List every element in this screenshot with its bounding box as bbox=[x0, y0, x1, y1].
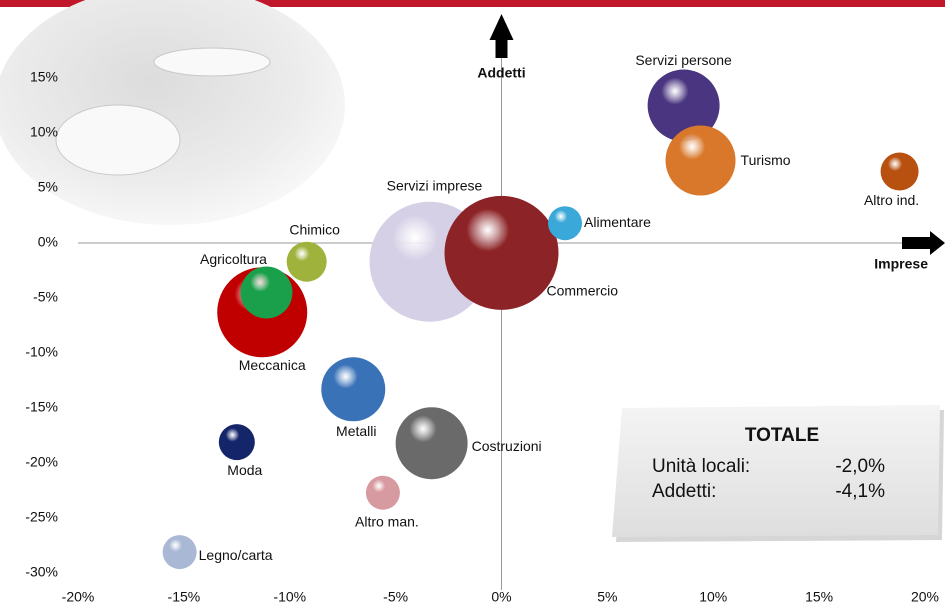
bubbles: Servizi persone Turismo Altro ind. Alimenta… bbox=[162, 52, 919, 570]
bubble-label: Legno/carta bbox=[199, 547, 273, 563]
bubble bbox=[365, 475, 400, 510]
bubble bbox=[444, 195, 559, 310]
bubble-label: Moda bbox=[227, 462, 262, 478]
bubble-label: Servizi persone bbox=[635, 52, 732, 68]
x-tick-label: -20% bbox=[62, 589, 95, 605]
summary-label: Addetti: bbox=[652, 481, 716, 502]
bubble-label: Chimico bbox=[289, 221, 340, 237]
bubble bbox=[395, 407, 468, 480]
summary-value: -2,0% bbox=[835, 456, 885, 477]
summary-box: TOTALE Unità locali: -2,0% Addetti: -4,1… bbox=[612, 405, 944, 542]
axes: -30% -25% -20% -15% -10% -5% 0% 5% 10% 15% -20% -15… bbox=[25, 14, 945, 605]
box bbox=[612, 405, 940, 537]
bubble bbox=[321, 357, 386, 422]
bubble bbox=[286, 241, 327, 282]
y-tick-label: -5% bbox=[33, 289, 58, 305]
bubble-label: Altro man. bbox=[355, 513, 419, 529]
bubble-label: Costruzioni bbox=[472, 438, 542, 454]
y-tick-label: -25% bbox=[25, 509, 58, 525]
bubble-label: Servizi imprese bbox=[387, 177, 483, 193]
x-tick-label: 0% bbox=[491, 589, 511, 605]
y-tick-label: 10% bbox=[30, 124, 58, 140]
y-tick-label: 0% bbox=[38, 234, 58, 250]
x-tick-label: 5% bbox=[597, 589, 617, 605]
bubble-label: Agricoltura bbox=[200, 251, 267, 267]
y-arrow bbox=[489, 14, 514, 58]
bubble bbox=[665, 125, 736, 196]
y-tick-label: -20% bbox=[25, 454, 58, 470]
bubble-label: Metalli bbox=[336, 423, 376, 439]
bubble bbox=[218, 424, 255, 461]
bubble-label: Turismo bbox=[741, 152, 791, 168]
bubble bbox=[548, 206, 583, 241]
x-tick-label: -15% bbox=[168, 589, 201, 605]
x-tick-label: -5% bbox=[383, 589, 408, 605]
x-tick-label: 10% bbox=[699, 589, 727, 605]
plate bbox=[153, 47, 271, 77]
y-axis-title: Addetti bbox=[477, 65, 525, 81]
y-tick-label: 15% bbox=[30, 69, 58, 85]
x-tick-label: 15% bbox=[805, 589, 833, 605]
summary-title: TOTALE bbox=[745, 425, 819, 446]
x-axis-title: Imprese bbox=[874, 256, 928, 272]
summary-value: -4,1% bbox=[835, 481, 885, 502]
y-tick-label: 5% bbox=[38, 179, 58, 195]
y-tick-label: -30% bbox=[25, 564, 58, 580]
x-tick-label: -10% bbox=[273, 589, 306, 605]
bubble bbox=[240, 266, 293, 319]
bubble-label: Altro ind. bbox=[864, 192, 919, 208]
bubble-label: Commercio bbox=[547, 283, 619, 299]
bubble bbox=[162, 535, 197, 570]
plate bbox=[55, 104, 181, 176]
summary-label: Unità locali: bbox=[652, 456, 750, 477]
bubble bbox=[880, 152, 919, 191]
y-tick-label: -10% bbox=[25, 344, 58, 360]
bubble bbox=[647, 69, 720, 142]
bubble-label: Meccanica bbox=[239, 357, 306, 373]
bubble-label: Alimentare bbox=[584, 214, 651, 230]
top-band bbox=[0, 0, 945, 7]
x-arrow bbox=[902, 231, 945, 255]
y-tick-label: -15% bbox=[25, 399, 58, 415]
x-tick-label: 20% bbox=[911, 589, 939, 605]
